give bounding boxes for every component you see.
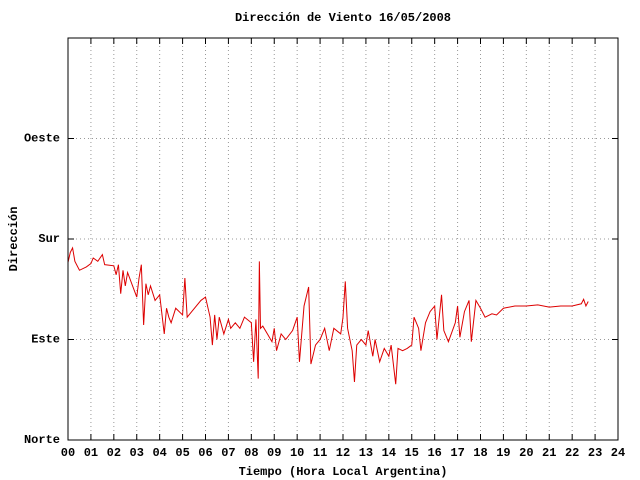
x-tick-label: 19 [496, 446, 510, 460]
x-tick-label: 15 [405, 446, 419, 460]
chart-title: Dirección de Viento 16/05/2008 [235, 11, 451, 25]
x-axis-label: Tiempo (Hora Local Argentina) [239, 465, 448, 479]
y-tick-label: Norte [24, 433, 60, 447]
x-tick-label: 02 [107, 446, 121, 460]
x-tick-label: 06 [198, 446, 212, 460]
x-tick-label: 20 [519, 446, 533, 460]
x-tick-label: 01 [84, 446, 98, 460]
x-tick-label: 09 [267, 446, 281, 460]
x-tick-label: 22 [565, 446, 579, 460]
x-tick-label: 07 [221, 446, 235, 460]
x-tick-label: 21 [542, 446, 556, 460]
x-tick-label: 11 [313, 446, 327, 460]
x-tick-label: 18 [473, 446, 487, 460]
x-tick-label: 16 [427, 446, 441, 460]
x-tick-label: 12 [336, 446, 350, 460]
x-tick-label: 13 [359, 446, 373, 460]
x-tick-label: 05 [175, 446, 189, 460]
x-tick-label: 17 [450, 446, 464, 460]
x-tick-label: 00 [61, 446, 75, 460]
plot-area: 00 01 02 03 04 05 06 07 08 09 10 11 12 13 14 15 16 17 18 19… [24, 38, 625, 460]
x-tick-label: 14 [382, 446, 396, 460]
x-tick-label: 04 [152, 446, 166, 460]
plot-frame [67, 37, 619, 441]
y-tick-label: Oeste [24, 132, 60, 146]
data-line [67, 246, 589, 385]
y-tick-label: Sur [38, 232, 60, 246]
x-tick-label: 03 [130, 446, 144, 460]
x-tick-label: 24 [611, 446, 625, 460]
x-tick-label: 23 [588, 446, 602, 460]
x-tick-label: 10 [290, 446, 304, 460]
x-tick-label: 08 [244, 446, 258, 460]
y-tick-label: Este [31, 333, 60, 347]
y-axis-label: Dirección [7, 207, 21, 272]
